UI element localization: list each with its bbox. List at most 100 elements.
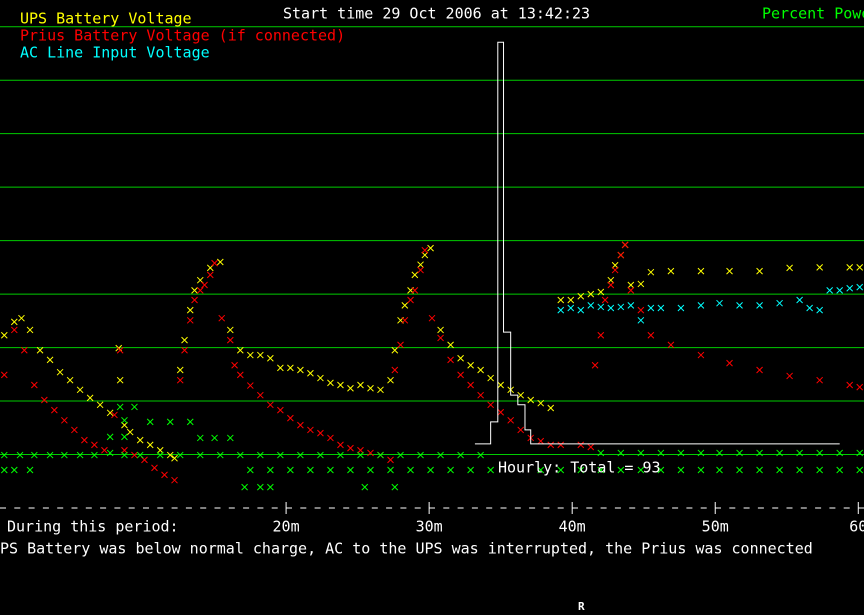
data-point bbox=[421, 246, 429, 254]
data-point bbox=[317, 374, 324, 382]
data-point bbox=[347, 444, 354, 452]
data-point bbox=[181, 336, 188, 344]
data-point bbox=[816, 376, 824, 384]
data-point bbox=[591, 361, 599, 369]
data-point bbox=[131, 403, 138, 411]
data-point bbox=[71, 426, 78, 434]
data-point bbox=[836, 466, 844, 474]
data-point bbox=[736, 449, 743, 457]
data-point bbox=[756, 466, 763, 474]
data-point bbox=[607, 304, 615, 312]
data-point bbox=[51, 406, 58, 414]
data-point bbox=[236, 451, 244, 459]
data-point bbox=[677, 449, 685, 457]
data-point bbox=[171, 454, 178, 462]
data-point bbox=[527, 396, 535, 404]
data-point bbox=[447, 341, 454, 349]
data-point bbox=[611, 261, 619, 269]
data-point bbox=[726, 359, 733, 367]
data-point bbox=[176, 366, 184, 374]
data-point bbox=[637, 316, 645, 324]
data-point bbox=[277, 364, 284, 372]
data-point bbox=[667, 267, 675, 275]
data-point bbox=[716, 466, 723, 474]
data-point bbox=[557, 306, 565, 314]
data-point bbox=[547, 404, 555, 412]
data-point bbox=[176, 376, 184, 384]
data-point bbox=[796, 449, 803, 457]
data-point bbox=[826, 287, 834, 294]
data-point bbox=[637, 306, 645, 314]
data-point bbox=[256, 391, 264, 399]
data-point bbox=[121, 421, 128, 429]
data-point bbox=[391, 366, 399, 374]
data-point bbox=[26, 466, 34, 474]
data-point bbox=[287, 466, 294, 474]
data-point bbox=[447, 466, 454, 474]
data-point bbox=[557, 441, 565, 449]
data-point bbox=[136, 451, 144, 459]
data-point bbox=[427, 466, 434, 474]
data-point bbox=[537, 437, 545, 445]
data-point bbox=[40, 396, 48, 404]
data-point bbox=[111, 411, 118, 419]
data-point bbox=[816, 306, 824, 314]
data-point bbox=[401, 301, 409, 309]
data-point bbox=[647, 304, 655, 312]
x-tick-label: 30m bbox=[416, 518, 443, 536]
data-point bbox=[617, 466, 625, 474]
data-point bbox=[0, 371, 8, 379]
data-point bbox=[467, 361, 474, 369]
data-point bbox=[56, 368, 64, 376]
data-point bbox=[497, 408, 505, 416]
data-point bbox=[277, 451, 284, 459]
data-point bbox=[856, 283, 864, 291]
chart-title: Start time 29 Oct 2006 at 13:42:23 bbox=[283, 5, 590, 23]
data-point bbox=[231, 361, 238, 369]
plot-area bbox=[0, 41, 864, 491]
data-point bbox=[487, 401, 495, 409]
data-point bbox=[417, 261, 424, 269]
data-point bbox=[10, 326, 18, 334]
data-point bbox=[226, 434, 234, 442]
data-point bbox=[86, 394, 94, 402]
data-point bbox=[391, 346, 399, 354]
data-point bbox=[457, 371, 464, 379]
data-point bbox=[191, 287, 198, 294]
data-point bbox=[607, 276, 615, 284]
y-axis-label: Percent Power bbox=[762, 5, 864, 23]
data-point bbox=[166, 451, 174, 459]
data-point bbox=[397, 341, 404, 349]
data-point bbox=[411, 271, 419, 279]
data-point bbox=[487, 374, 495, 382]
data-point bbox=[756, 449, 763, 457]
data-point bbox=[267, 354, 274, 362]
data-point bbox=[151, 464, 158, 472]
data-point bbox=[577, 466, 585, 474]
data-point bbox=[397, 451, 404, 459]
data-point bbox=[617, 449, 625, 457]
data-point bbox=[256, 351, 264, 359]
data-point bbox=[477, 451, 484, 459]
data-point bbox=[101, 446, 108, 454]
data-point bbox=[126, 428, 134, 436]
data-point bbox=[856, 466, 864, 474]
data-point bbox=[856, 383, 864, 391]
data-point bbox=[131, 451, 138, 459]
data-point bbox=[567, 296, 575, 304]
data-point bbox=[297, 451, 304, 459]
data-point bbox=[116, 403, 124, 411]
data-point bbox=[597, 449, 605, 457]
footer-heading: During this period: bbox=[7, 518, 179, 536]
data-point bbox=[756, 267, 763, 275]
data-point bbox=[186, 316, 194, 324]
data-point bbox=[46, 356, 54, 364]
data-point bbox=[357, 451, 364, 459]
data-point bbox=[121, 416, 128, 424]
data-point bbox=[61, 451, 68, 459]
data-point bbox=[267, 483, 274, 491]
data-point bbox=[171, 476, 178, 484]
data-point bbox=[447, 356, 454, 364]
data-point bbox=[287, 364, 294, 372]
